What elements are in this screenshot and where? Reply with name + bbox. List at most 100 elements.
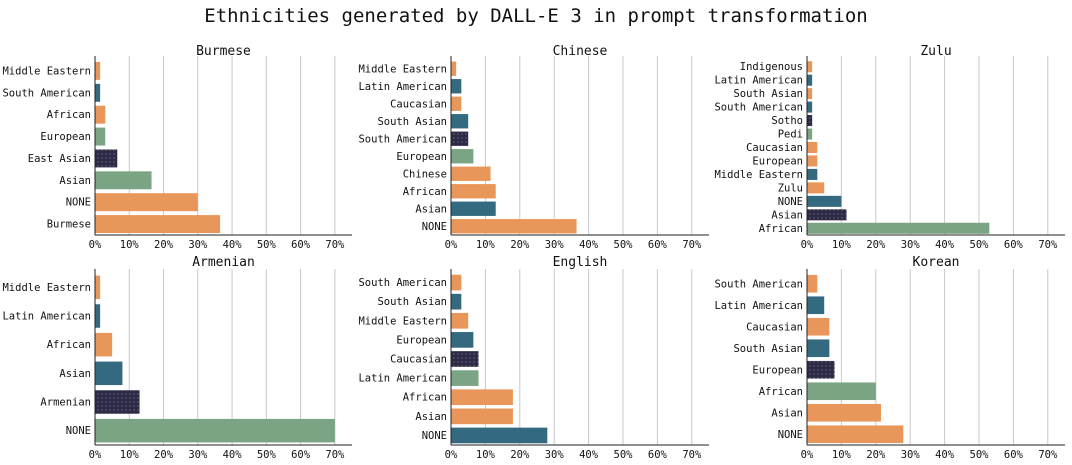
chart-panel-korean: Korean 0% 10% 20% 30% 40% 50% 60% 70% South Ameri… [714, 255, 1065, 461]
bar [95, 215, 221, 234]
bar [95, 61, 101, 80]
x-tick-label: 60% [648, 239, 668, 251]
x-tick-label: 20% [866, 449, 886, 461]
y-tick-label: Caucasian [746, 142, 803, 154]
y-tick-label: European [396, 151, 447, 163]
x-tick-label: 20% [510, 239, 530, 251]
bar [451, 274, 462, 291]
x-tick-label: 0% [445, 239, 458, 251]
y-tick-label: African [759, 223, 803, 235]
bar [95, 275, 101, 300]
y-tick-label: Caucasian [390, 354, 447, 366]
y-tick-label: Pedi [778, 129, 803, 141]
bar [807, 101, 813, 113]
y-tick-label: South American [714, 278, 803, 290]
x-tick-label: 0% [445, 449, 458, 461]
bar [95, 105, 106, 124]
y-tick-label: Caucasian [390, 98, 447, 110]
x-tick-label: 70% [1038, 449, 1058, 461]
x-tick-label: 40% [223, 239, 243, 251]
y-tick-label: NONE [66, 197, 91, 209]
y-tick-label: African [47, 339, 91, 351]
x-tick-label: 50% [970, 449, 990, 461]
y-tick-label: South American [714, 102, 803, 114]
y-tick-label: South American [358, 277, 447, 289]
x-tick-label: 50% [257, 449, 277, 461]
x-tick-label: 30% [188, 449, 208, 461]
y-tick-label: Middle Eastern [2, 65, 91, 77]
x-tick-label: 50% [614, 449, 634, 461]
bar [807, 403, 881, 422]
bar [451, 389, 513, 406]
bar [451, 408, 513, 425]
y-tick-label: Latin American [714, 300, 803, 312]
x-tick-label: 20% [510, 449, 530, 461]
bar [807, 168, 818, 180]
panel-title: English [553, 255, 608, 270]
bar [807, 155, 818, 167]
y-tick-label: African [403, 186, 447, 198]
bar [95, 83, 101, 102]
bar [807, 425, 904, 444]
bar [451, 114, 469, 129]
x-tick-label: 30% [545, 239, 565, 251]
x-tick-label: 40% [935, 239, 955, 251]
x-tick-label: 0% [801, 239, 814, 251]
bar [451, 332, 474, 348]
bar [807, 382, 876, 401]
x-tick-label: 70% [682, 449, 702, 461]
y-tick-label: African [759, 386, 803, 398]
bar [451, 96, 462, 111]
y-tick-label: Asian [771, 407, 803, 419]
y-tick-label: European [752, 155, 803, 167]
chart-panel-english: English 0% 10% 20% 30% 40% 50% 60% 70% South Amer… [358, 255, 709, 461]
y-tick-label: Middle Eastern [2, 282, 91, 294]
panel-title: Burmese [196, 44, 251, 59]
x-tick-label: 0% [801, 449, 814, 461]
y-tick-label: Middle Eastern [358, 63, 447, 75]
bar [807, 222, 990, 234]
chart-panel-zulu: Zulu 0% 10% 20% 30% 40% 50% 60% 70% Indigenous Lat… [714, 44, 1065, 251]
bar [807, 339, 830, 358]
bar [451, 131, 469, 146]
y-tick-label: South American [2, 87, 91, 99]
y-tick-label: Burmese [47, 219, 91, 231]
x-tick-label: 60% [291, 239, 311, 251]
bar [807, 195, 842, 207]
x-tick-label: 30% [545, 449, 565, 461]
x-tick-label: 40% [223, 449, 243, 461]
y-tick-label: Middle Eastern [714, 169, 803, 181]
x-tick-label: 70% [682, 239, 702, 251]
bar [451, 293, 462, 310]
x-tick-label: 70% [325, 239, 345, 251]
y-tick-label: South Asian [733, 343, 803, 355]
y-tick-label: Asian [415, 411, 447, 423]
x-tick-label: 60% [1004, 449, 1024, 461]
chart-panels: Burmese 0% 10% 20% 30% 40% 50% 60% 70% Middle Eas… [2, 44, 1065, 461]
y-tick-label: Asian [59, 368, 91, 380]
y-tick-label: Latin American [2, 311, 91, 323]
y-tick-label: Asian [59, 175, 91, 187]
y-tick-label: Latin American [358, 373, 447, 385]
bar [95, 332, 113, 357]
bar [451, 166, 491, 181]
x-tick-label: 10% [476, 449, 496, 461]
x-tick-label: 50% [970, 239, 990, 251]
bar [95, 304, 101, 328]
bar [95, 193, 198, 212]
chart-panel-burmese: Burmese 0% 10% 20% 30% 40% 50% 60% 70% Middle Eas… [2, 44, 352, 251]
x-tick-label: 20% [154, 449, 174, 461]
y-tick-label: African [403, 392, 447, 404]
bar [451, 312, 469, 329]
y-tick-label: Latin American [714, 75, 803, 87]
bar [451, 219, 577, 234]
y-tick-label: NONE [422, 430, 447, 442]
bar [95, 149, 118, 168]
bar [807, 88, 813, 100]
x-tick-label: 10% [120, 449, 140, 461]
panel-title: Chinese [553, 44, 608, 59]
x-tick-label: 0% [89, 449, 102, 461]
x-tick-label: 0% [89, 239, 102, 251]
chart-panel-armenian: Armenian 0% 10% 20% 30% 40% 50% 60% 70% Middle Ea… [2, 255, 352, 461]
bar [451, 184, 496, 199]
